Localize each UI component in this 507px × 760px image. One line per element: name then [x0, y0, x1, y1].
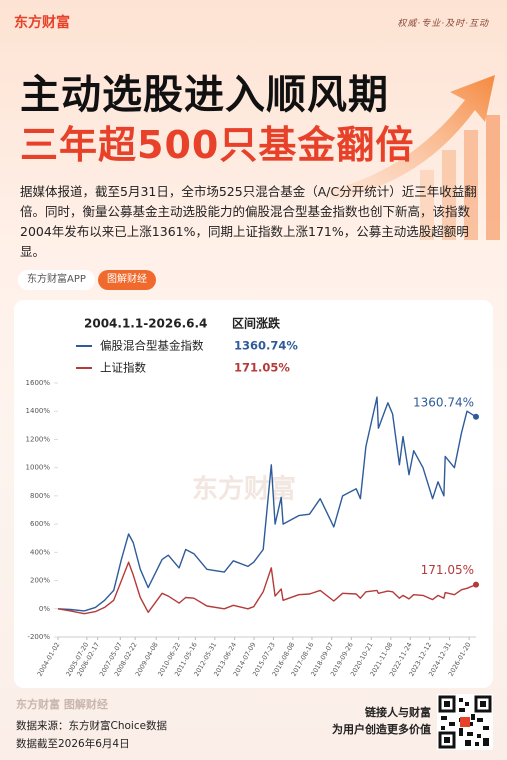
tag[interactable]: 东方财富APP: [18, 270, 95, 290]
tag[interactable]: 图解财经: [98, 270, 156, 290]
period: 2004.1.1-2026.6.4: [84, 317, 207, 331]
chart: 2004.1.1-2026.6.4 区间涨跌 东方财富 偏股混合型基金指数 136…: [26, 316, 479, 678]
legend-label: 上证指数: [100, 361, 146, 375]
x-tick-label: 2004-01-02: [36, 641, 62, 678]
legend-value: 1360.74%: [234, 339, 298, 353]
y-tick-label: 1600%: [26, 379, 51, 387]
y-tick-label: 1400%: [26, 407, 51, 415]
end-point: [473, 413, 479, 420]
title: 主动选股进入顺风期: [20, 72, 389, 118]
footer-logo: 东方财富 图解财经: [16, 698, 108, 711]
motto: 为用户创造更多价值: [332, 723, 431, 736]
motto: 链接人与财富: [365, 706, 431, 719]
y-tick-label: 0%: [39, 605, 50, 613]
y-tick-label: 1200%: [26, 435, 51, 443]
legend-value: 171.05%: [234, 361, 290, 375]
series-line: [57, 396, 477, 612]
decor-arrow: [330, 75, 500, 240]
y-tick-label: 800%: [30, 492, 50, 500]
qr-code: [437, 694, 493, 750]
legend-label: 偏股混合型基金指数: [100, 339, 204, 353]
y-tick-label: 400%: [30, 548, 50, 556]
end-label: 1360.74%: [413, 395, 474, 409]
chart-card: 2004.1.1-2026.6.4 区间涨跌 东方财富 偏股混合型基金指数 136…: [14, 300, 493, 688]
subtitle: 三年超500只基金翻倍: [20, 123, 415, 167]
source: 数据来源：东方财富Choice数据: [16, 720, 168, 732]
change-header: 区间涨跌: [232, 316, 281, 331]
end-label: 171.05%: [421, 563, 474, 577]
y-tick-label: -200%: [27, 633, 50, 641]
series-line: [57, 561, 477, 615]
logo: 东方财富: [14, 15, 70, 31]
y-tick-label: 600%: [30, 520, 50, 528]
paragraph: 据媒体报道，截至5月31日，全市场525只混合基金（A/C分开统计）近三年收益翻…: [20, 184, 477, 259]
watermark: 东方财富: [192, 474, 296, 505]
end-point: [473, 581, 479, 588]
y-tick-label: 1000%: [26, 464, 51, 472]
slogan: 权威·专业·及时·互动: [397, 19, 489, 29]
as-of: 数据截至2026年6月4日: [16, 738, 130, 750]
y-tick-label: 200%: [30, 577, 50, 585]
